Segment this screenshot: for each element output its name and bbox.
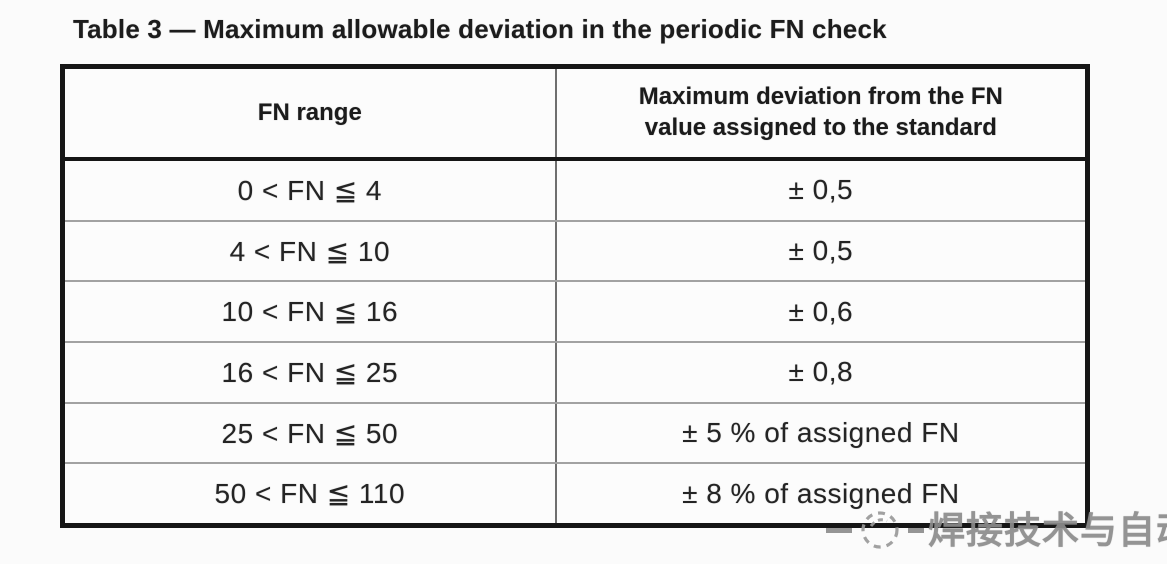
watermark-dash xyxy=(908,528,924,533)
header-cell-fn-range: FN range xyxy=(65,69,557,157)
header-cell-max-deviation-label: Maximum deviation from the FN value assi… xyxy=(638,83,1003,141)
dashed-circle-logo-icon xyxy=(856,504,904,557)
table-header-row: FN range Maximum deviation from the FN v… xyxy=(65,69,1085,161)
cell-deviation: ± 0,5 xyxy=(788,174,854,206)
cell-fn-range: 0 < FN ≦ 4 xyxy=(65,161,557,220)
fn-deviation-table: FN range Maximum deviation from the FN v… xyxy=(60,64,1090,528)
watermark-text: 焊接技术与自动化 xyxy=(928,510,1167,551)
cell-deviation: ± 5 % of assigned FN xyxy=(682,417,960,449)
header-cell-max-deviation: Maximum deviation from the FN value assi… xyxy=(557,69,1085,157)
cell-deviation: ± 0,6 xyxy=(788,295,854,327)
table-row: 4 < FN ≦ 10 ± 0,5 xyxy=(65,219,1085,281)
table-row: 16 < FN ≦ 25 ± 0,8 xyxy=(65,341,1085,402)
table-body: 0 < FN ≦ 4 ± 0,5 4 < FN ≦ 10 ± 0,5 10 < … xyxy=(65,161,1085,524)
cell-deviation: ± 0,5 xyxy=(788,235,854,266)
table-row: 10 < FN ≦ 16 ± 0,6 xyxy=(65,280,1085,342)
table-row: 0 < FN ≦ 4 ± 0,5 xyxy=(65,161,1085,220)
table-row: 25 < FN ≦ 50 ± 5 % of assigned FN xyxy=(65,401,1085,463)
cell-fn-range: 4 < FN ≦ 10 xyxy=(65,221,557,281)
cell-fn-range: 16 < FN ≦ 25 xyxy=(65,343,557,402)
table-row: 50 < FN ≦ 110 ± 8 % of assigned FN xyxy=(65,462,1085,524)
page-title: Table 3 — Maximum allowable deviation in… xyxy=(73,14,887,44)
cell-fn-range: 10 < FN ≦ 16 xyxy=(65,282,557,342)
cell-fn-range: 50 < FN ≦ 110 xyxy=(65,464,557,524)
watermark-dash xyxy=(826,528,852,533)
cell-deviation: ± 8 % of assigned FN xyxy=(682,477,960,509)
cell-deviation: ± 0,8 xyxy=(788,356,854,388)
cell-fn-range: 25 < FN ≦ 50 xyxy=(65,403,557,463)
watermark: 焊接技术与自动化 xyxy=(826,504,1167,557)
